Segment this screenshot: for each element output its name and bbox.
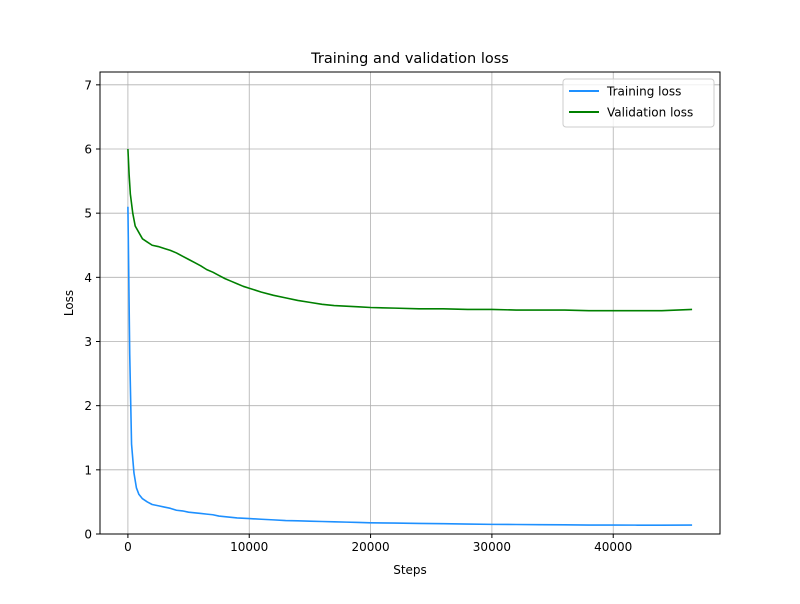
grid bbox=[100, 72, 720, 535]
y-tick-label: 6 bbox=[84, 143, 92, 157]
axis-ticks: 0 10000 20000 30000 40000 0 1 2 3 4 5 6 7 bbox=[84, 78, 632, 554]
x-tick-label: 40000 bbox=[594, 540, 632, 554]
x-tick-label: 20000 bbox=[351, 540, 389, 554]
x-tick-label: 0 bbox=[124, 540, 132, 554]
legend: Training loss Validation loss bbox=[562, 78, 715, 128]
plot-frame bbox=[99, 71, 721, 535]
training-loss-line bbox=[127, 206, 693, 527]
y-tick-label: 7 bbox=[84, 78, 92, 92]
legend-label-validation: Validation loss bbox=[607, 106, 693, 120]
y-tick-label: 4 bbox=[84, 271, 92, 285]
series-lines bbox=[127, 148, 693, 527]
x-tick-label: 30000 bbox=[473, 540, 511, 554]
x-axis-label: Steps bbox=[393, 563, 427, 577]
y-tick-label: 2 bbox=[84, 399, 92, 413]
y-axis-label: Loss bbox=[62, 290, 76, 316]
legend-label-training: Training loss bbox=[606, 85, 681, 99]
y-tick-label: 5 bbox=[84, 207, 92, 221]
y-tick-label: 1 bbox=[84, 463, 92, 477]
y-tick-label: 3 bbox=[84, 335, 92, 349]
chart-title: Training and validation loss bbox=[310, 51, 509, 67]
x-tick-label: 10000 bbox=[230, 540, 268, 554]
validation-loss-line bbox=[127, 148, 693, 312]
legend-box bbox=[562, 78, 715, 128]
y-tick-label: 0 bbox=[84, 528, 92, 542]
